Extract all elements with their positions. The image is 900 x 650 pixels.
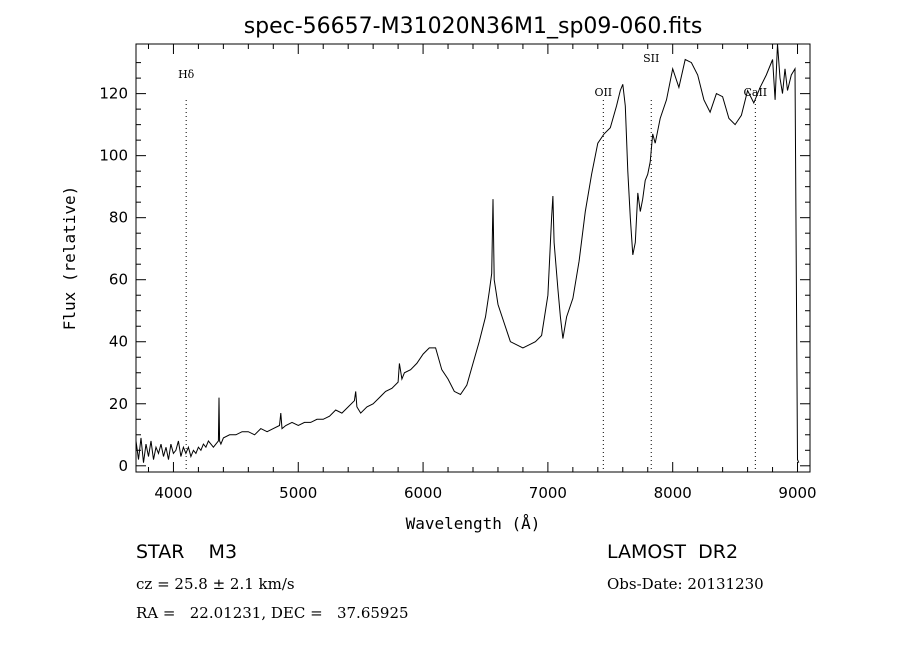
x-tick-label: 7000 xyxy=(529,484,567,502)
y-tick-label: 0 xyxy=(118,457,128,475)
line-marker-label: Hδ xyxy=(178,68,195,81)
object-class-label: STAR M3 xyxy=(136,541,238,563)
plot-frame xyxy=(135,43,811,473)
x-axis-label: Wavelength (Å) xyxy=(406,514,541,533)
x-tick-label: 6000 xyxy=(404,484,442,502)
y-tick-label: 80 xyxy=(109,209,128,227)
chart-title: spec-56657-M31020N36M1_sp09-060.fits xyxy=(244,14,703,39)
x-tick-label: 4000 xyxy=(154,484,192,502)
redshift-label: cz = 25.8 ± 2.1 km/s xyxy=(136,575,295,593)
coordinates-label: RA = 22.01231, DEC = 37.65925 xyxy=(136,604,409,622)
y-tick-label: 100 xyxy=(99,147,128,165)
x-tick-label: 8000 xyxy=(654,484,692,502)
line-marker-label: SII xyxy=(643,52,659,65)
line-markers: Hδ OII SII CaII xyxy=(178,52,767,472)
y-tick-label: 120 xyxy=(99,85,128,103)
y-tick-label: 60 xyxy=(109,271,128,289)
line-marker-label: OII xyxy=(594,86,612,99)
axis-labels: 4000 5000 6000 7000 8000 9000 0 20 40 60 80 100 120 s… xyxy=(60,14,817,533)
y-axis-label: Flux (relative) xyxy=(60,186,79,331)
plot-border xyxy=(135,43,811,473)
survey-label: LAMOST DR2 xyxy=(607,541,739,563)
line-marker-label: CaII xyxy=(743,86,767,99)
spectrum-line xyxy=(135,43,800,463)
axis-ticks xyxy=(136,44,810,472)
spectrum-series xyxy=(135,43,800,463)
x-tick-label: 5000 xyxy=(279,484,317,502)
y-tick-label: 40 xyxy=(109,333,128,351)
x-tick-label: 9000 xyxy=(778,484,816,502)
y-tick-label: 20 xyxy=(109,395,128,413)
obs-date-label: Obs-Date: 20131230 xyxy=(607,575,764,593)
